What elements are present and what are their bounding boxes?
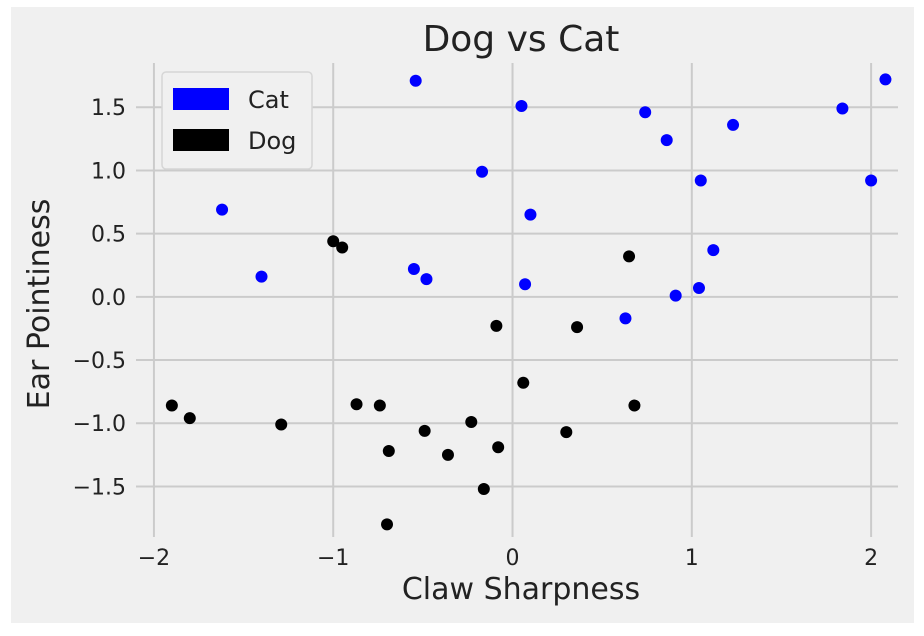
dog-legend-label: Dog [248,127,296,155]
dog-legend-swatch [173,129,229,151]
y-tick-label: −1.5 [73,475,126,500]
dog-point [418,424,431,437]
dog-point [382,445,395,458]
x-tick-label: 1 [685,546,699,571]
dog-point [517,376,530,389]
cat-point [524,208,537,221]
cat-point [420,273,433,286]
dog-point [336,241,349,254]
cat-point [619,312,632,325]
y-axis-label: Ear Pointiness [22,199,57,410]
x-tick-label: −2 [138,546,170,571]
cat-point [216,203,229,216]
scatter-chart: Dog vs Cat −2 −1 0 1 2 −1.5 −1.0 −0.5 0.0 0.5 1.0… [22,19,898,607]
dog-point [628,399,641,412]
dog-point [327,235,340,248]
cat-point [519,278,532,291]
dog-point [490,319,503,332]
dog-point [350,398,363,411]
cat-point [727,118,740,131]
y-tick-label: 1.5 [91,96,126,121]
dog-point [465,415,478,428]
y-tick-label: −1.0 [73,412,126,437]
cat-point [476,165,489,178]
x-tick-label: −1 [317,546,349,571]
cat-legend-label: Cat [248,86,289,114]
dog-point [165,399,178,412]
dog-point [381,518,394,531]
y-tick-label: 1.0 [91,159,126,184]
x-tick-label: 0 [506,546,520,571]
cat-point [669,289,682,302]
y-tick-label: 0.5 [91,223,126,248]
dog-point [183,412,196,425]
dog-point [477,482,490,495]
y-tick-label: −0.5 [73,349,126,374]
cat-point [692,281,705,294]
dog-point [623,250,636,263]
chart-title: Dog vs Cat [423,19,620,60]
dog-point [373,399,386,412]
cat-point [707,244,720,257]
dog-point [492,441,505,454]
y-tick-label: 0.0 [91,286,126,311]
x-tick-label: 2 [864,546,878,571]
cat-point [255,270,268,283]
dog-point [571,321,584,334]
cat-point [407,263,420,276]
cat-point [865,174,878,187]
cat-point [660,134,673,147]
cat-point [515,99,528,112]
data-points [165,73,892,531]
legend: Cat Dog [161,71,313,170]
cat-point [639,106,652,119]
x-tick-labels: −2 −1 0 1 2 [138,546,878,571]
y-tick-labels: −1.5 −1.0 −0.5 0.0 0.5 1.0 1.5 [73,96,126,500]
dog-point [560,426,573,439]
dog-point [275,418,288,431]
cat-point [879,73,892,86]
dog-point [441,448,454,461]
cat-point [836,102,849,115]
cat-legend-swatch [173,88,229,110]
chart-figure: Dog vs Cat −2 −1 0 1 2 −1.5 −1.0 −0.5 0.0 0.5 1.0… [11,7,914,623]
cat-point [409,74,422,87]
x-axis-label: Claw Sharpness [402,572,640,607]
cat-point [694,174,707,187]
